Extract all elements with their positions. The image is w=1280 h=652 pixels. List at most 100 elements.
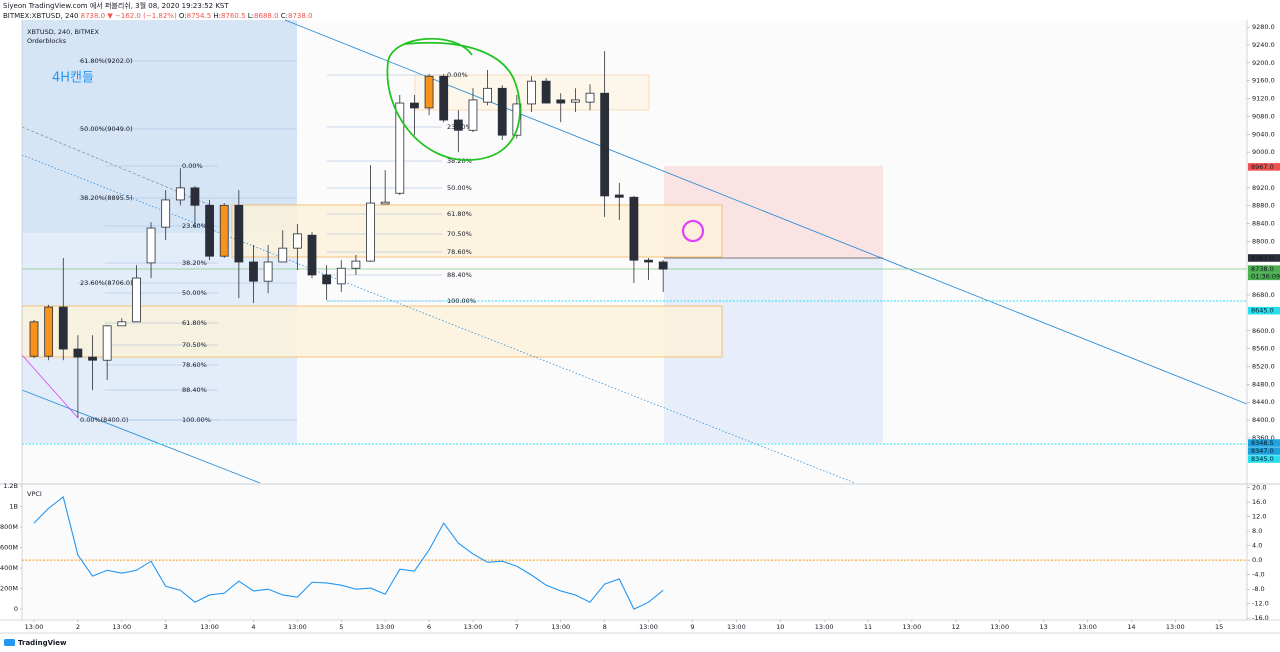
y2-tick-label: 0 [14,605,18,613]
candle-body [410,102,419,109]
y-tick-label: 9080.0 [1252,112,1275,120]
fib-label: 61.80% [447,210,472,218]
price-label: 8763.0 [1251,254,1274,262]
y2-tick-label: 800M [0,523,18,531]
y-tick-label: 8560.0 [1252,345,1275,353]
candle-body [453,119,463,131]
hand-drawn-circle [386,37,521,161]
fib-label: 61.80%(9202.0) [80,57,133,65]
y2-tick-label: 200M [0,585,18,593]
x-tick-label: 14 [1127,623,1135,631]
candle-body [468,99,478,131]
y2-tick-label: 1.2B [3,482,18,490]
orderblock-box [21,305,723,358]
candle-body [132,277,141,323]
candle-body [658,261,668,270]
candle-body [58,306,68,350]
y-tick-label: 8880.0 [1252,202,1275,210]
candle-body [29,321,39,357]
y-tick-label: 9200.0 [1252,59,1275,67]
y-tick-label: -12.0 [1252,600,1269,608]
candle-body [600,92,610,197]
candle-body [322,274,332,285]
fib-label: 23.60%(8706.0) [80,279,133,287]
y-tick-label: 4.0 [1252,542,1262,550]
y-tick-label: 8600.0 [1252,327,1275,335]
fib-label: 88.40% [182,386,207,394]
countdown: 01:36:09 [1251,273,1280,281]
fib-label: 0.00% [447,71,468,79]
indicator-line [33,496,664,610]
symbol: BITMEX:XBTUSD, 240 [3,12,78,20]
candle-body [424,75,434,109]
x-tick-label: 13:00 [288,623,307,631]
candle-body [527,80,536,105]
y-tick-label: -16.0 [1252,614,1269,622]
y-tick-label: 8440.0 [1252,398,1275,406]
fib-label: 100.00% [182,416,211,424]
y-tick-label: 8840.0 [1252,220,1275,228]
candle-body [102,325,112,361]
y-tick-label: 8.0 [1252,527,1262,535]
indicator-label: VPCI [27,490,42,498]
x-tick-label: 7 [515,623,519,631]
fib-label: 61.80% [182,319,207,327]
y-tick-label: 8680.0 [1252,291,1275,299]
price-label: 8348.5 [1251,439,1274,447]
candle-body [44,306,54,357]
price-label: 8967.0 [1251,163,1274,171]
fib-label: 70.50% [447,230,472,238]
y-tick-label: 9280.0 [1252,23,1275,31]
fib-label: 70.50% [182,341,207,349]
fib-label: 38.20% [182,259,207,267]
price-label-bg [1248,306,1280,315]
y2-tick-label: 1B [9,503,18,511]
x-tick-label: 13:00 [815,623,834,631]
x-tick-label: 12 [952,623,960,631]
marker-circle [681,219,705,243]
candle-body [366,202,375,262]
candle-body [585,92,595,103]
x-tick-label: 13:00 [990,623,1009,631]
price-label-bg [1248,455,1280,463]
candle-body [161,199,171,228]
trend-line [21,389,261,484]
candle-body [88,356,97,361]
y-tick-label: 12.0 [1252,513,1266,521]
price-label-bg [1248,265,1280,273]
price-label-bg [1248,447,1280,455]
x-tick-label: 13:00 [200,623,219,631]
y-tick-label: 9000.0 [1252,148,1275,156]
candle-body [380,201,390,205]
candle-body [175,187,185,201]
y-tick-label: 9040.0 [1252,130,1275,138]
price-label-bg [1248,439,1280,447]
annotation: 4H캔들 [52,71,94,86]
x-tick-label: 2 [76,623,80,631]
logo [4,639,15,646]
fib-label: 50.00% [447,184,472,192]
label: L: [248,12,254,20]
x-tick-label: 8 [603,623,607,631]
x-tick-label: 13:00 [1078,623,1097,631]
fib-label: 0.00%(8400.0) [80,416,128,424]
x-tick-label: 3 [164,623,168,631]
label: O: [179,12,187,20]
x-tick-label: 6 [427,623,431,631]
orderblock-box [231,204,723,258]
candle-body [541,80,551,104]
candle-body [234,204,244,263]
shaded-region [22,20,297,233]
value: 8688.0 [254,12,279,20]
candle-body [307,234,317,276]
fib-label: 50.00% [182,289,207,297]
fib-label: 23.60% [182,222,207,230]
x-tick-label: 9 [690,623,694,631]
candle-body [629,196,639,261]
x-tick-label: 13:00 [25,623,44,631]
symbol-line: BITMEX:XBTUSD, 240 8738.0 ▼ −162.0 (−1.8… [3,12,313,20]
candle-body [512,103,522,136]
value: 8760.5 [221,12,246,20]
countdown-bg [1248,272,1280,281]
x-tick-label: 13:00 [464,623,483,631]
